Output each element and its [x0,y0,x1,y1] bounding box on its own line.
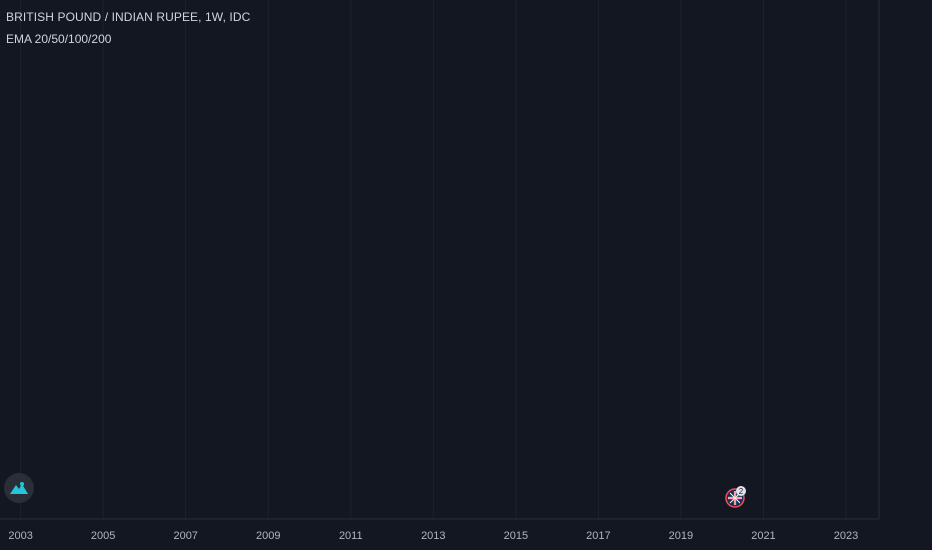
tradingview-logo-icon[interactable] [4,473,34,503]
time-tick-label: 2023 [834,530,858,542]
event-flag-graphic: 2 [725,486,746,508]
time-tick-label: 2005 [91,530,115,542]
price-axis-panel[interactable] [879,0,932,519]
time-tick-label: 2011 [339,530,363,542]
time-tick-label: 2013 [421,530,445,542]
time-tick-label: 2017 [586,530,610,542]
event-count: 2 [739,487,744,496]
time-tick-label: 2007 [173,530,197,542]
logo-mountain-icon [10,482,28,494]
uk-flag-event-icon[interactable]: 2 [724,485,748,509]
time-tick-label: 2019 [669,530,693,542]
time-tick-label: 2009 [256,530,280,542]
time-tick-label: 2015 [504,530,528,542]
chart-title: BRITISH POUND / INDIAN RUPEE, 1W, IDC [6,10,251,24]
time-axis[interactable]: 2003 2005 2007 2009 2011 2013 2015 2017 2019 2021… [8,530,858,542]
time-tick-label: 2021 [751,530,775,542]
time-tick-label: 2003 [8,530,32,542]
chart-grid [20,0,847,519]
indicator-legend[interactable]: EMA 20/50/100/200 [6,32,112,46]
